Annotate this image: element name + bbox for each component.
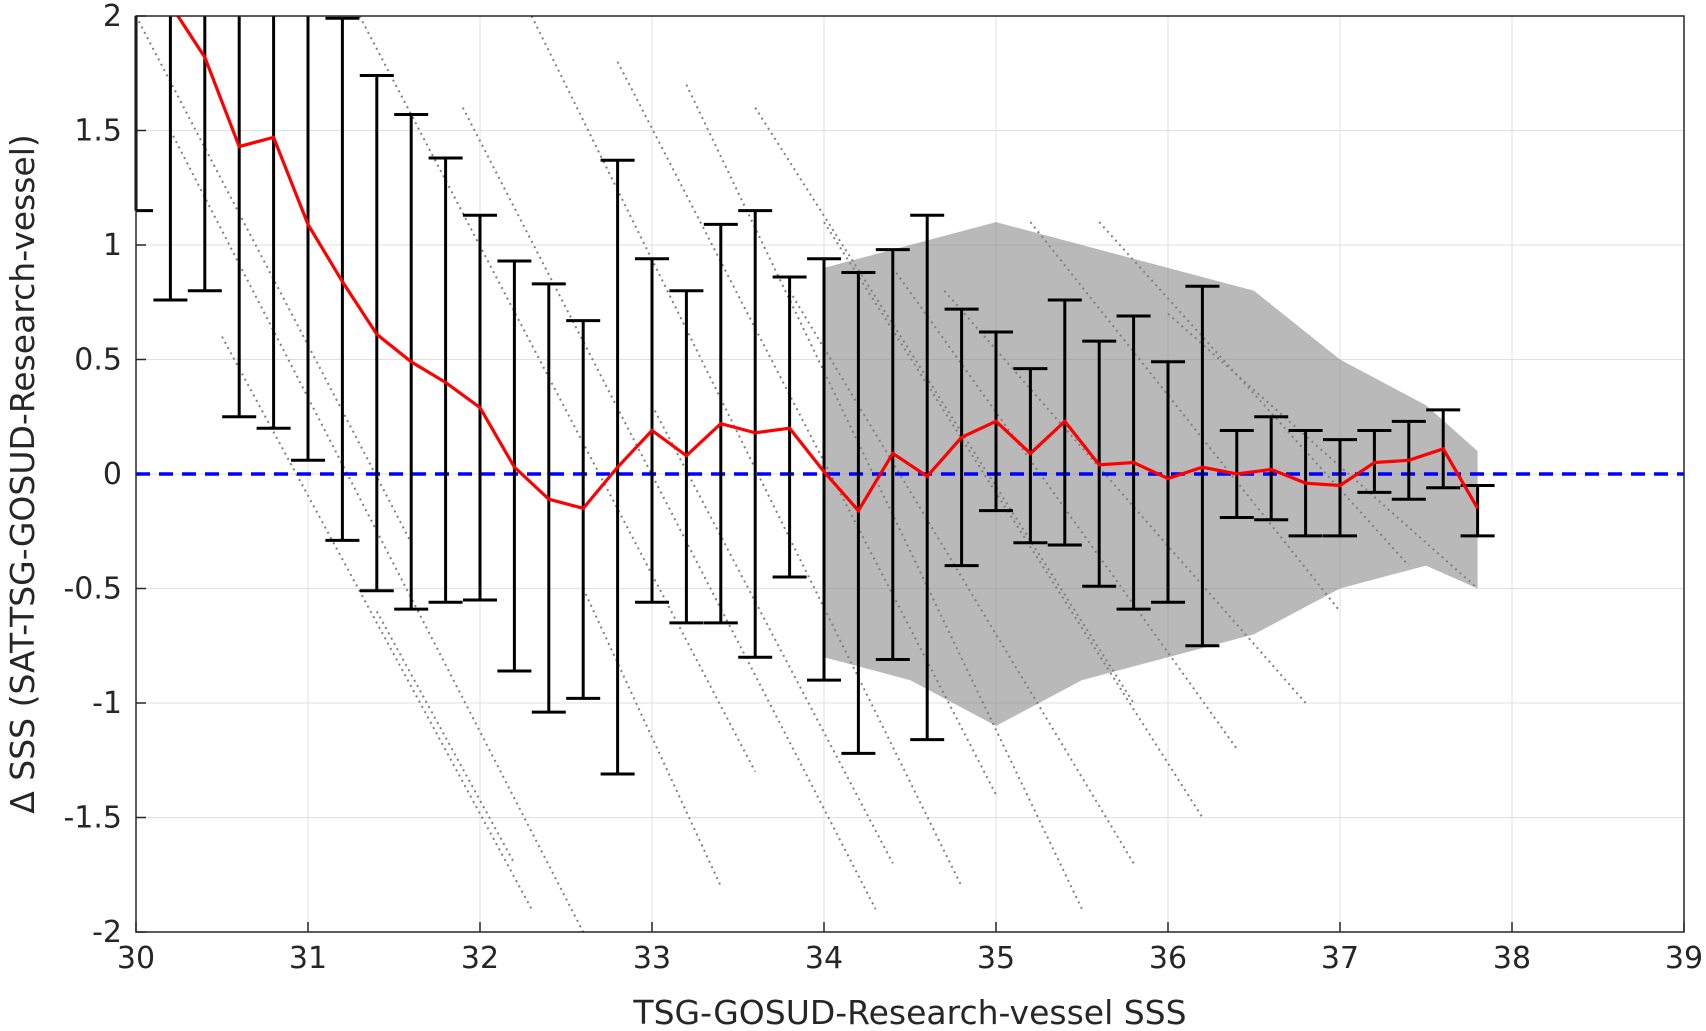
y-tick-label: 1 — [103, 228, 122, 263]
error-bar — [256, 16, 291, 430]
y-tick-labels: -2 -1.5 -1 -0.5 0 0.5 1 1.5 2 — [63, 0, 122, 950]
error-bar — [153, 16, 188, 302]
y-tick-label: 2 — [103, 0, 122, 34]
x-tick-label: 31 — [289, 941, 327, 976]
y-tick-label: -1 — [92, 686, 122, 721]
x-tick-labels: 30 31 32 33 34 35 36 37 38 39 — [117, 941, 1703, 976]
error-bar — [1151, 360, 1185, 604]
y-tick-label: 1.5 — [74, 114, 122, 149]
x-tick-label: 34 — [805, 941, 843, 976]
y-tick-label: -2 — [92, 915, 122, 950]
error-bar — [222, 16, 257, 419]
x-tick-label: 38 — [1493, 941, 1531, 976]
x-tick-label: 37 — [1321, 941, 1359, 976]
mean-line-path — [175, 16, 1479, 514]
scatter-track — [1029, 221, 1341, 613]
error-bar — [291, 16, 325, 462]
y-tick-label: 0.5 — [74, 343, 122, 378]
y-tick-label: -0.5 — [63, 572, 122, 607]
error-bar — [1460, 483, 1495, 538]
scatter-track — [943, 290, 1307, 704]
mean-line — [175, 16, 1479, 514]
error-bar — [1013, 367, 1048, 545]
y-tick-label: -1.5 — [63, 801, 122, 836]
error-bar — [187, 16, 222, 293]
scatter-track — [685, 84, 1083, 910]
x-tick-label: 35 — [977, 941, 1015, 976]
scatter-track — [1098, 221, 1410, 567]
scatter-track — [461, 107, 877, 910]
plot-frame — [135, 15, 1685, 933]
x-axis-title: TSG-GOSUD-Research-vessel SSS — [632, 993, 1186, 1031]
x-tick-label: 30 — [117, 941, 155, 976]
x-tick-label: 33 — [633, 941, 671, 976]
error-bar — [428, 156, 463, 604]
error-bar — [1323, 438, 1357, 538]
scatter-track — [221, 336, 533, 910]
y-tick-label: 0 — [103, 457, 122, 492]
x-tick-label: 32 — [461, 941, 499, 976]
y-axis-title: Δ SSS (SAT-TSG-GOSUD-Research-vessel) — [3, 134, 42, 814]
scatter-track — [582, 588, 722, 887]
x-tick-label: 39 — [1665, 941, 1703, 976]
scatter-track — [651, 404, 894, 864]
x-tick-label: 36 — [1149, 941, 1187, 976]
scatter-track — [358, 15, 757, 773]
